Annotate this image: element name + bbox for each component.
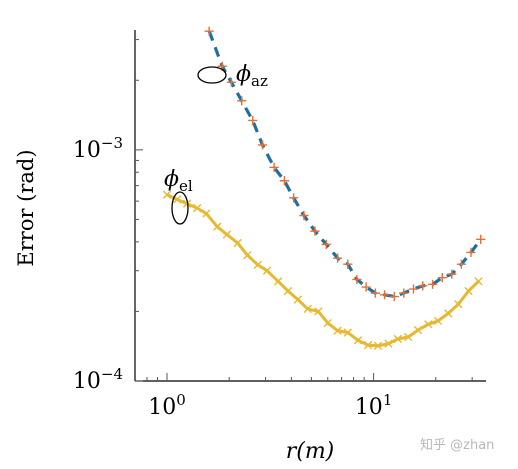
data-point-az <box>408 284 419 294</box>
x-tick-base: 10 <box>148 395 176 420</box>
annotation-subscript: el <box>179 177 193 195</box>
data-point-az <box>427 279 438 289</box>
annotation-label-el: ϕel <box>164 167 193 195</box>
data-point-el <box>323 318 332 328</box>
data-point-az <box>237 96 247 106</box>
x-axis-label: r(m) <box>286 439 335 464</box>
annotation-subscript: az <box>251 72 268 90</box>
annotation-ellipse-el <box>171 191 189 225</box>
series-line-az <box>207 30 482 299</box>
data-point-az <box>248 115 258 126</box>
data-point-el <box>303 304 312 314</box>
data-point-az <box>476 234 486 244</box>
data-point-el <box>403 332 413 342</box>
annotation-ellipse-az <box>197 66 227 84</box>
data-point-az <box>399 288 409 298</box>
data-point-el <box>202 209 211 218</box>
y-tick-base: 10 <box>73 138 101 163</box>
data-point-el <box>464 286 473 296</box>
data-point-el <box>413 325 423 335</box>
data-point-az <box>361 282 371 292</box>
data-point-az <box>289 193 299 203</box>
data-point-az <box>447 269 457 279</box>
annotation-label-az: ϕaz <box>236 62 268 90</box>
y-tick-base: 10 <box>73 369 101 394</box>
y-tick-label: 10−3 <box>73 134 123 163</box>
data-point-el <box>182 199 192 208</box>
data-point-el <box>262 266 272 275</box>
data-point-el <box>363 340 373 350</box>
ticks <box>135 39 473 382</box>
data-point-el <box>233 238 242 248</box>
x-tick-base: 10 <box>355 395 383 420</box>
data-point-el <box>193 203 202 213</box>
data-point-el <box>433 316 443 326</box>
data-point-az <box>343 259 353 269</box>
x-tick-exponent: 0 <box>176 391 186 409</box>
y-tick-exponent: −4 <box>101 365 123 383</box>
data-point-az <box>418 281 428 291</box>
data-point-az <box>370 288 380 298</box>
y-tick-label: 10−4 <box>73 365 123 394</box>
data-point-az <box>204 26 214 36</box>
data-point-el <box>333 326 342 335</box>
data-point-el <box>454 299 463 309</box>
data-point-el <box>424 320 433 329</box>
data-point-el <box>293 295 303 304</box>
data-point-el <box>222 230 232 239</box>
data-point-el <box>393 334 403 344</box>
data-point-az <box>437 273 447 283</box>
x-tick-exponent: 1 <box>383 391 393 409</box>
x-tick-label: 101 <box>355 391 393 420</box>
x-tick-label: 100 <box>148 391 186 420</box>
data-point-el <box>343 328 352 337</box>
data-point-el <box>373 341 383 350</box>
axes <box>134 30 486 382</box>
data-point-el <box>162 190 172 199</box>
data-point-el <box>353 336 363 345</box>
annotation-symbol: ϕ <box>164 167 179 192</box>
data-point-el <box>314 307 323 316</box>
series-az <box>204 26 486 302</box>
series-el <box>162 190 483 350</box>
data-point-el <box>273 277 283 286</box>
data-point-az <box>299 210 309 221</box>
series-layer <box>162 26 486 350</box>
annotation-symbol: ϕ <box>236 62 251 87</box>
series-line-el <box>166 193 480 348</box>
data-point-el <box>253 260 262 270</box>
data-point-el <box>384 339 393 348</box>
data-point-az <box>257 140 268 150</box>
data-point-el <box>444 309 453 318</box>
data-point-az <box>269 162 279 172</box>
data-point-el <box>243 251 252 260</box>
data-point-az <box>279 176 289 186</box>
data-point-az <box>310 226 320 236</box>
data-point-az <box>352 274 362 285</box>
data-point-az <box>379 290 390 300</box>
data-point-az <box>456 259 466 269</box>
data-point-az <box>321 239 331 249</box>
data-point-el <box>474 277 483 286</box>
data-point-el <box>283 286 293 296</box>
data-point-az <box>226 77 237 87</box>
watermark-text: 知乎 @zhan <box>420 438 495 453</box>
data-point-az <box>466 247 476 258</box>
data-point-el <box>213 222 222 231</box>
y-tick-exponent: −3 <box>101 134 123 152</box>
data-point-az <box>389 291 399 302</box>
data-point-az <box>333 253 343 263</box>
y-axis-label: Error (rad) <box>14 149 38 266</box>
